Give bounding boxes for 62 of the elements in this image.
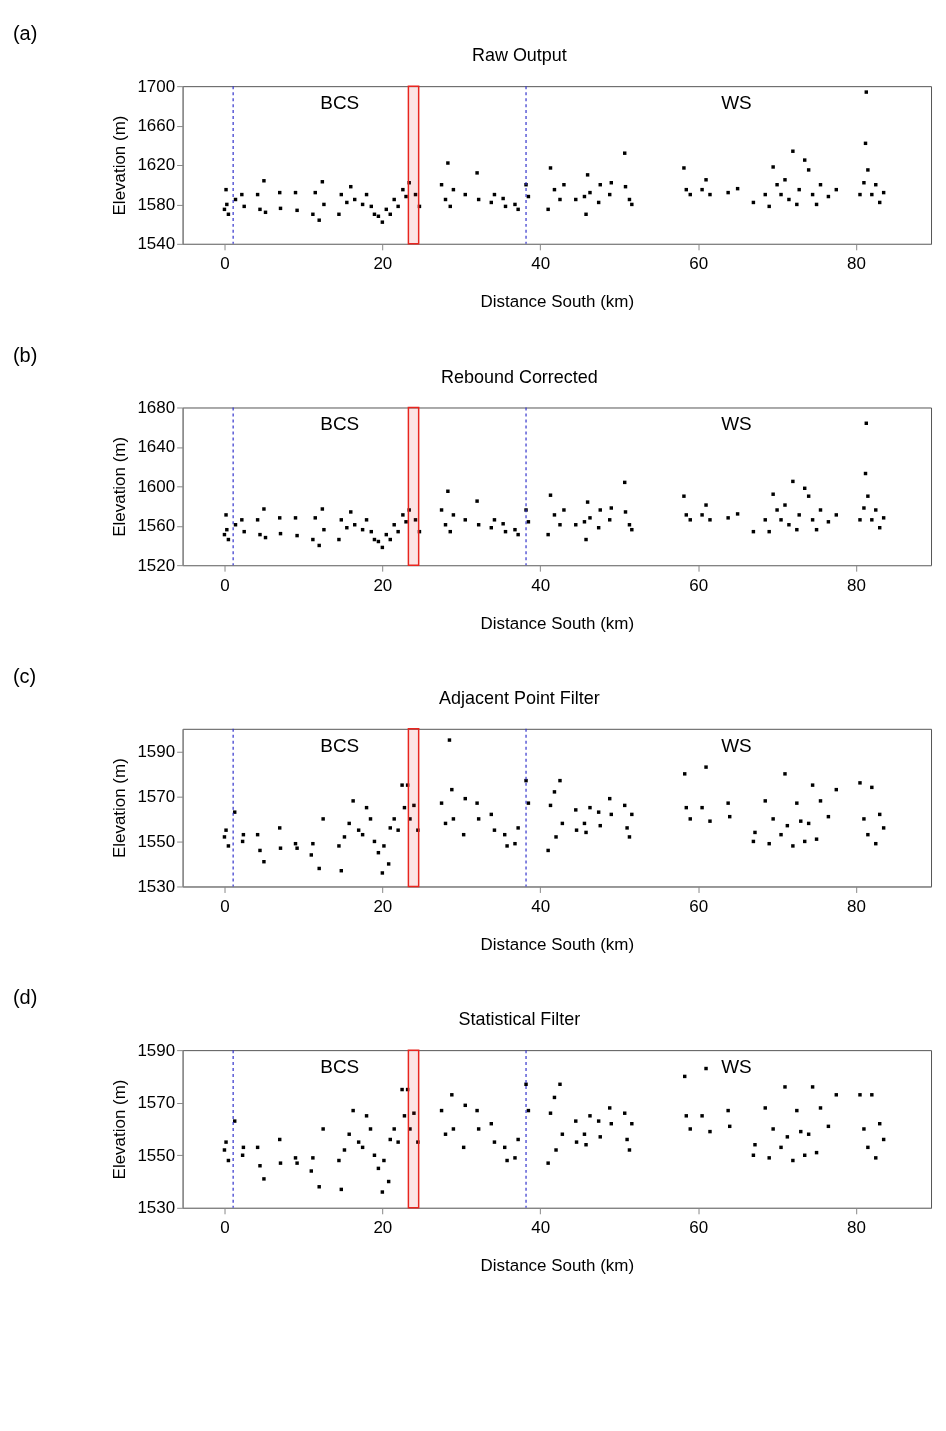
x-axis-title: Distance South (km) [480,934,635,954]
x-tick-label: 20 [373,896,393,916]
chart-title: Adjacent Point Filter [439,687,600,708]
x-tick-label: 80 [847,575,866,595]
y-tick-label: 1550 [137,831,176,851]
x-tick-label: 0 [220,254,230,274]
text: (c) [12,664,37,687]
x-tick-label: 60 [689,896,709,916]
x-tick-label: 60 [689,1218,709,1238]
annotation: BCS [320,92,360,114]
x-tick-label: 80 [847,1218,866,1238]
text: (b) [12,343,38,366]
y-tick-label: 1590 [137,741,176,761]
x-tick-label: 80 [847,896,866,916]
y-tick-label: 1520 [137,555,176,575]
y-tick-label: 1700 [137,76,176,96]
y-tick-label: 1560 [137,516,176,536]
y-tick-label: 1600 [137,476,176,496]
x-tick-label: 80 [847,254,866,274]
x-tick-label: 20 [373,254,393,274]
y-axis-title: Elevation (m) [110,758,130,859]
x-axis-title: Distance South (km) [480,1256,635,1276]
x-tick-label: 20 [373,575,393,595]
annotation: WS [721,734,752,756]
x-tick-label: 60 [689,254,709,274]
y-tick-label: 1640 [137,437,176,457]
chart-title: Raw Output [472,45,567,66]
annotation: WS [721,1056,752,1078]
annotation: WS [721,92,752,114]
chart-title: Rebound Corrected [441,366,598,387]
x-tick-label: 60 [689,575,709,595]
x-tick-label: 40 [531,575,551,595]
x-tick-label: 0 [220,575,230,595]
text: (d) [12,986,38,1009]
text: (a) [12,22,38,45]
y-tick-label: 1570 [137,1093,176,1113]
x-axis-title: Distance South (km) [480,292,635,312]
y-tick-label: 1580 [137,194,176,214]
y-tick-label: 1550 [137,1145,176,1165]
x-tick-label: 40 [531,254,551,274]
y-axis-title: Elevation (m) [110,436,130,537]
y-tick-label: 1540 [137,234,176,254]
y-tick-label: 1570 [137,786,176,806]
annotation: WS [721,413,752,435]
x-tick-label: 0 [220,896,230,916]
x-tick-label: 20 [373,1218,393,1238]
y-tick-label: 1620 [137,155,176,175]
annotation: BCS [320,734,360,756]
y-axis-title: Elevation (m) [110,1079,130,1180]
annotation: BCS [320,1056,360,1078]
x-tick-label: 40 [531,1218,551,1238]
y-tick-label: 1530 [137,1198,176,1218]
chart-title: Statistical Filter [458,1009,581,1030]
x-tick-label: 0 [220,1218,230,1238]
x-tick-label: 40 [531,896,551,916]
y-tick-label: 1530 [137,876,176,896]
y-axis-title: Elevation (m) [110,115,130,216]
x-axis-title: Distance South (km) [480,613,635,633]
annotation: BCS [320,413,360,435]
y-tick-label: 1680 [137,397,176,417]
y-tick-label: 1660 [137,116,176,136]
y-tick-label: 1590 [137,1040,176,1060]
